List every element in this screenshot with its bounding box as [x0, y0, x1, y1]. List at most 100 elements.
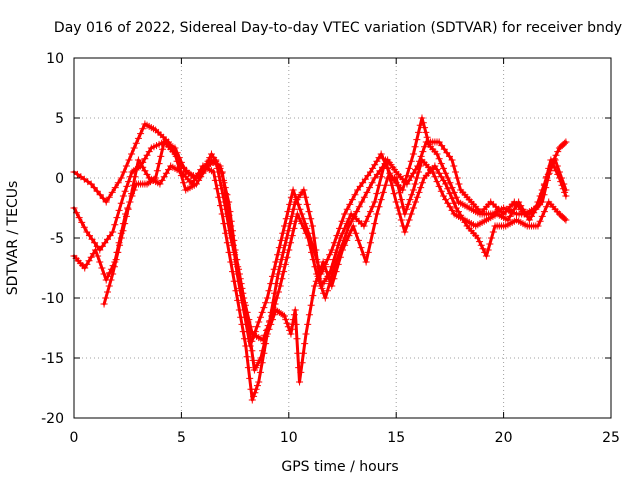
- data-point: [98, 264, 106, 272]
- y-tick-label: -10: [41, 291, 64, 307]
- x-tick-label: 15: [387, 430, 405, 446]
- data-point: [352, 229, 360, 237]
- data-point: [296, 215, 304, 223]
- data-point: [227, 234, 235, 242]
- data-point: [268, 316, 276, 324]
- data-point: [328, 282, 336, 290]
- data-point: [437, 160, 445, 168]
- data-point: [334, 260, 342, 268]
- data-point: [279, 311, 287, 319]
- data-point: [450, 188, 458, 196]
- data-point: [364, 172, 372, 180]
- data-point: [246, 374, 254, 382]
- x-tick-label: 25: [602, 430, 620, 446]
- data-point: [375, 181, 383, 189]
- data-point: [406, 196, 414, 204]
- data-point: [290, 205, 298, 213]
- data-point: [319, 258, 327, 266]
- data-point: [407, 173, 415, 181]
- data-point: [109, 270, 117, 278]
- data-point: [278, 275, 286, 283]
- data-point: [339, 246, 346, 254]
- data-point: [403, 180, 411, 188]
- data-point: [371, 161, 379, 169]
- data-point: [413, 136, 421, 144]
- data-point: [439, 164, 447, 172]
- data-point: [141, 167, 149, 175]
- data-point: [279, 248, 287, 256]
- data-point: [81, 264, 89, 272]
- data-point: [296, 205, 304, 213]
- data-point: [141, 155, 149, 163]
- data-point: [390, 190, 398, 198]
- data-point: [227, 258, 235, 266]
- data-point: [405, 176, 413, 184]
- y-tick-label: -5: [50, 231, 64, 247]
- data-point: [121, 220, 129, 228]
- data-point: [124, 205, 132, 213]
- data-point: [536, 198, 544, 206]
- data-point: [83, 260, 91, 268]
- data-point: [345, 232, 353, 240]
- data-point: [552, 167, 560, 175]
- data-point: [401, 228, 409, 236]
- data-point: [308, 248, 316, 256]
- data-point: [538, 212, 546, 220]
- data-point: [284, 227, 292, 235]
- data-point: [105, 282, 113, 290]
- data-point: [121, 187, 129, 195]
- data-point: [119, 192, 127, 200]
- data-point: [418, 179, 426, 187]
- data-point: [506, 212, 514, 220]
- data-point: [504, 216, 512, 224]
- data-point: [292, 320, 300, 328]
- data-point: [405, 164, 413, 172]
- data-point: [249, 356, 257, 364]
- data-point: [116, 241, 124, 249]
- data-point: [270, 311, 278, 319]
- data-point: [137, 160, 145, 168]
- data-point: [321, 294, 329, 302]
- data-point: [265, 325, 273, 333]
- data-point: [369, 203, 377, 211]
- data-point: [371, 174, 379, 182]
- data-point: [302, 193, 310, 201]
- y-tick-label: -15: [41, 351, 64, 367]
- data-point: [364, 248, 372, 256]
- x-tick-label: 5: [177, 430, 186, 446]
- data-point: [323, 268, 331, 276]
- data-point: [287, 330, 295, 338]
- data-point: [369, 229, 377, 237]
- data-point: [78, 218, 86, 226]
- data-point: [476, 238, 484, 246]
- data-point: [99, 194, 107, 202]
- data-point: [442, 169, 450, 177]
- data-point: [113, 214, 121, 222]
- data-point: [536, 217, 544, 225]
- data-point: [284, 208, 292, 216]
- data-point: [107, 276, 115, 284]
- data-point: [453, 174, 461, 182]
- data-point: [171, 144, 179, 152]
- data-point: [450, 199, 458, 207]
- data-point: [446, 203, 454, 211]
- data-point: [323, 256, 331, 264]
- data-point: [448, 184, 456, 192]
- data-point: [346, 200, 354, 208]
- data-point: [292, 217, 300, 225]
- data-point: [439, 192, 447, 200]
- data-point: [139, 163, 147, 171]
- data-point: [297, 368, 305, 376]
- data-point: [388, 181, 396, 189]
- data-point: [234, 263, 242, 271]
- data-point: [341, 224, 349, 232]
- data-point: [543, 173, 551, 181]
- data-point: [444, 185, 452, 193]
- data-point: [413, 193, 421, 201]
- data-point: [177, 158, 185, 166]
- data-point: [474, 234, 482, 242]
- data-point: [408, 191, 416, 199]
- data-point: [554, 170, 562, 178]
- chart-title: Day 016 of 2022, Sidereal Day-to-day VTE…: [54, 20, 622, 36]
- data-point: [477, 241, 485, 249]
